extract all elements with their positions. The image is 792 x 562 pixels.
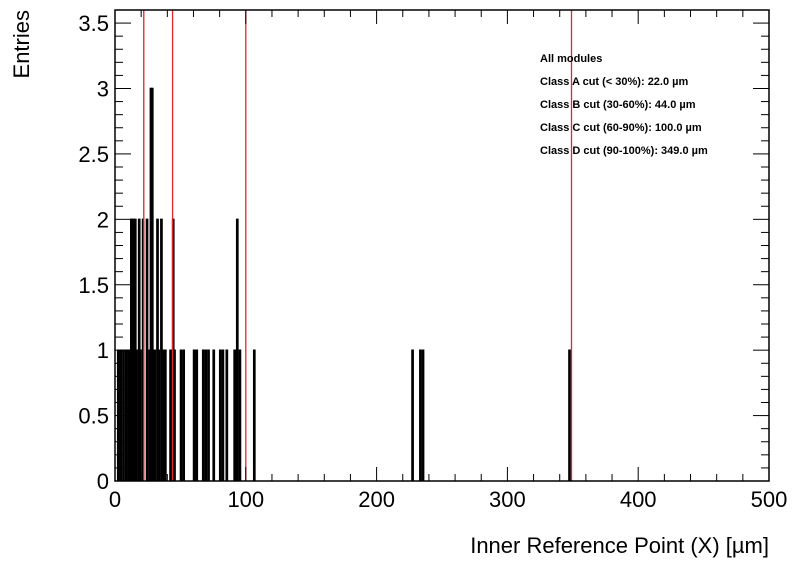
histogram-bin (218, 349, 222, 481)
histogram-bin (179, 349, 183, 481)
histogram-bin (182, 349, 186, 481)
cut-lines (143, 10, 573, 481)
histogram-bin (161, 349, 165, 481)
histogram-bin (139, 349, 142, 481)
histogram-bin (201, 349, 205, 481)
histogram-bin (207, 349, 210, 481)
y-tick-label: 0.5 (78, 404, 109, 429)
histogram-bin (131, 218, 135, 481)
histogram-bin (164, 349, 167, 481)
histogram-bin (153, 349, 157, 481)
histogram-bin (252, 349, 256, 481)
legend-entry: Class C cut (60-90%): 100.0 µm (540, 122, 702, 134)
y-tick-label: 2 (97, 207, 109, 232)
y-axis-ticks (115, 9, 769, 482)
histogram-bin (221, 349, 225, 481)
legend-header: All modules (540, 53, 602, 65)
histogram-bin (145, 218, 149, 481)
legend-entry: Class A cut (< 30%): 22.0 µm (540, 76, 688, 88)
histogram-bin (195, 349, 199, 481)
x-axis-title: Inner Reference Point (X) [µm] (470, 533, 769, 558)
histogram-bin (150, 87, 154, 481)
y-axis-tick-labels: 0 0.5 1 1.5 2 2.5 3 3.5 (78, 11, 109, 494)
histogram-bin (419, 349, 422, 481)
legend-entry: Class B cut (30-60%): 44.0 µm (540, 99, 696, 111)
x-tick-label: 500 (751, 487, 788, 512)
histogram-bin (411, 349, 414, 481)
histogram-bin (568, 349, 571, 481)
y-axis-title: Entries (9, 10, 34, 78)
x-axis-tick-labels: 0 100 200 300 400 500 (109, 487, 787, 512)
x-tick-label: 300 (489, 487, 526, 512)
y-tick-label: 2.5 (78, 142, 109, 167)
histogram-bin (233, 349, 237, 481)
histogram-bin (204, 349, 208, 481)
histogram-bin (169, 349, 172, 481)
x-tick-label: 0 (109, 487, 121, 512)
histogram-bin (212, 349, 216, 481)
legend: All modules Class A cut (< 30%): 22.0 µm C… (540, 53, 708, 157)
x-axis-ticks (114, 10, 770, 481)
y-tick-label: 0 (97, 469, 109, 494)
y-tick-label: 3.5 (78, 11, 109, 36)
x-tick-label: 100 (227, 487, 264, 512)
histogram-bin (135, 349, 138, 481)
histogram-bin (235, 218, 239, 481)
histogram-bin (421, 349, 425, 481)
histogram-bin (238, 349, 242, 481)
y-tick-label: 1 (97, 338, 109, 363)
histogram-bin (225, 349, 229, 481)
x-tick-label: 400 (620, 487, 657, 512)
histogram-bin (157, 349, 161, 481)
x-tick-label: 200 (358, 487, 395, 512)
legend-entry: Class D cut (90-100%): 349.0 µm (540, 145, 708, 157)
histogram-bars (116, 87, 571, 481)
y-tick-label: 3 (97, 77, 109, 102)
histogram-bin (173, 349, 176, 481)
y-tick-label: 1.5 (78, 273, 109, 298)
histogram-bin (192, 349, 196, 481)
